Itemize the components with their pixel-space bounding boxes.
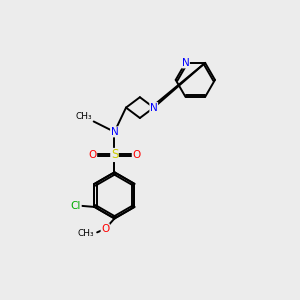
Text: O: O [132,150,141,160]
Text: O: O [101,224,110,234]
Text: Cl: Cl [71,201,81,211]
Text: O: O [88,150,97,160]
Text: CH₃: CH₃ [76,112,92,122]
Text: N: N [111,127,119,137]
Text: N: N [182,58,189,68]
Text: N: N [150,103,158,112]
Text: CH₃: CH₃ [77,229,94,238]
Text: S: S [111,148,118,161]
